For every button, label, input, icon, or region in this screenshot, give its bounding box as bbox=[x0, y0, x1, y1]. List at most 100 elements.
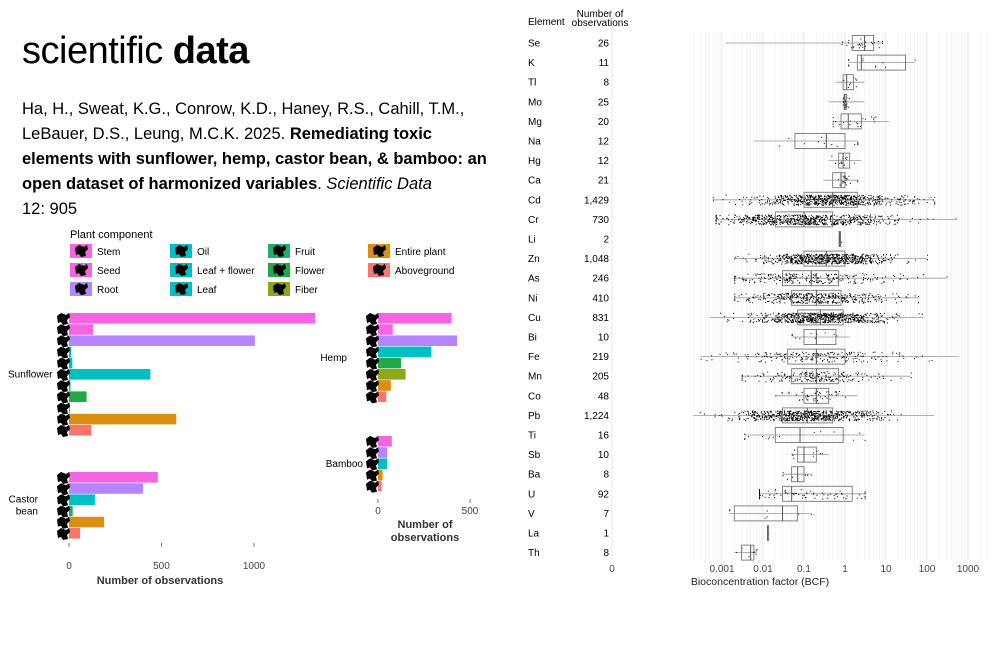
x-tick-label: 500 bbox=[153, 561, 170, 572]
box bbox=[741, 544, 755, 561]
n-label: 12 bbox=[598, 156, 610, 167]
bar bbox=[378, 324, 393, 335]
bar-component-icon bbox=[366, 335, 379, 348]
fiber-icon bbox=[273, 283, 286, 295]
element-label: Bi bbox=[528, 333, 537, 344]
bar-component-icon bbox=[57, 369, 70, 381]
bar-component-icon bbox=[366, 391, 379, 404]
x-tick-label: 0.001 bbox=[709, 564, 734, 575]
bar bbox=[69, 505, 73, 517]
bar bbox=[69, 380, 71, 391]
bar bbox=[69, 528, 81, 539]
box bbox=[851, 35, 875, 51]
legend-item: Fiber bbox=[268, 282, 318, 296]
bar-component-icon bbox=[366, 480, 379, 493]
n-label: 48 bbox=[598, 391, 610, 402]
element-label: Mo bbox=[528, 97, 542, 108]
boxplot-row: Co 48 bbox=[528, 387, 858, 404]
boxplot-row: Cu 831 bbox=[528, 309, 924, 326]
boxplot-row: K 11 bbox=[528, 54, 916, 71]
bar-panel: Hemp bbox=[320, 313, 458, 404]
stem-icon bbox=[75, 245, 88, 257]
bar-panel: Sunflower bbox=[8, 313, 315, 437]
element-label: Cd bbox=[528, 195, 541, 206]
legend-item: Seed bbox=[70, 263, 120, 277]
citation: Ha, H., Sweat, K.G., Conrow, K.D., Haney… bbox=[22, 100, 487, 218]
n-label: 8 bbox=[603, 78, 609, 89]
data-points bbox=[744, 431, 866, 441]
element-label: Zn bbox=[528, 254, 540, 265]
bar bbox=[69, 494, 95, 505]
element-label: Ti bbox=[528, 431, 536, 442]
bar bbox=[378, 447, 388, 458]
n-label: 26 bbox=[598, 39, 610, 50]
citation-authors: Ha, H., Sweat, K.G., Conrow, K.D., Haney… bbox=[22, 100, 465, 143]
element-label: Hg bbox=[528, 156, 541, 167]
n-label: 16 bbox=[598, 431, 610, 442]
n-label: 8 bbox=[603, 470, 609, 481]
n-label: 10 bbox=[598, 333, 610, 344]
citation-volume-page: 12: 905 bbox=[22, 200, 78, 218]
box bbox=[840, 113, 862, 130]
aboveground-icon bbox=[373, 264, 386, 276]
n-label: 1,048 bbox=[584, 254, 609, 265]
bar-component-icon bbox=[366, 447, 379, 460]
x-tick-label: 500 bbox=[462, 506, 479, 517]
bar bbox=[69, 483, 143, 494]
data-points bbox=[734, 273, 948, 285]
boxplot-row: Li 2 bbox=[528, 231, 842, 247]
legend-item: Root bbox=[70, 282, 118, 296]
element-label: Ni bbox=[528, 293, 537, 304]
bar-component-icon bbox=[57, 505, 70, 518]
n-label: 246 bbox=[592, 274, 609, 285]
n-label: 11 bbox=[599, 58, 610, 69]
x-axis: 0 500 1000 bbox=[66, 543, 266, 572]
bar-component-icon bbox=[57, 494, 70, 507]
legend-item: Leaf bbox=[170, 282, 217, 296]
legend-label: Fiber bbox=[295, 285, 318, 296]
box bbox=[803, 250, 846, 267]
boxplot-row: Ni 410 bbox=[528, 289, 919, 306]
box bbox=[832, 172, 846, 189]
x-tick-label: 0.01 bbox=[753, 564, 773, 575]
boxplot-row: Mn 205 bbox=[528, 368, 912, 385]
data-points bbox=[712, 194, 936, 206]
n-label: 730 bbox=[592, 215, 609, 226]
legend-item: Oil bbox=[170, 244, 209, 258]
bar-component-icon bbox=[366, 436, 379, 448]
element-label: K bbox=[528, 58, 535, 69]
boxplot-row: As 246 bbox=[528, 270, 948, 287]
n-label: 205 bbox=[592, 372, 609, 383]
element-label: Cr bbox=[528, 215, 539, 226]
x-axis: 0 500 bbox=[375, 499, 479, 517]
element-label: Mg bbox=[528, 117, 542, 128]
n-label: 1,429 bbox=[584, 195, 609, 206]
element-label: Ba bbox=[528, 470, 541, 481]
element-label: U bbox=[528, 489, 535, 500]
bar bbox=[69, 402, 70, 414]
boxplot-row: U 92 bbox=[528, 485, 866, 502]
bar bbox=[69, 391, 87, 402]
legend-label: Stem bbox=[97, 247, 120, 258]
bar bbox=[69, 516, 105, 528]
x-axis-title: Number of bbox=[398, 519, 453, 531]
data-points bbox=[791, 332, 838, 340]
boxplot-row: Bi 10 bbox=[528, 329, 850, 345]
n-label: 831 bbox=[592, 313, 609, 324]
n-label: 25 bbox=[598, 97, 610, 108]
data-points bbox=[775, 391, 846, 402]
legend-label: Flower bbox=[295, 266, 326, 277]
boxplot-row: Fe 219 bbox=[528, 348, 959, 365]
x-axis-title: Number of observations bbox=[97, 575, 224, 587]
box bbox=[774, 427, 844, 443]
element-label: Tl bbox=[528, 78, 536, 89]
element-label: V bbox=[528, 509, 535, 520]
boxplot-row: Th 8 bbox=[528, 544, 758, 561]
bar-component-icon bbox=[57, 528, 70, 540]
box bbox=[803, 329, 837, 345]
element-label: Pb bbox=[528, 411, 541, 422]
element-label: Li bbox=[528, 235, 536, 246]
bar-component-icon bbox=[57, 346, 70, 359]
n-label: 2 bbox=[603, 235, 609, 246]
